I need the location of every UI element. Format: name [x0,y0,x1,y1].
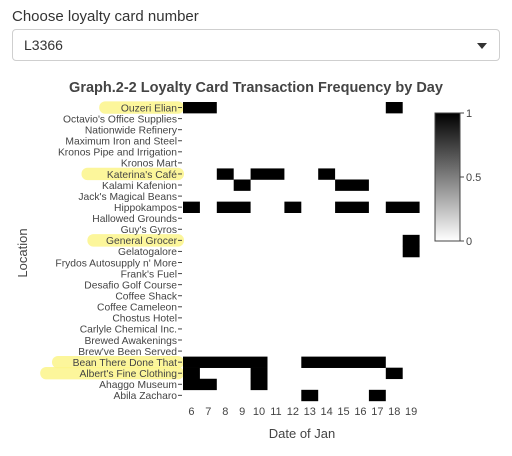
x-tick-label: 16 [354,406,366,418]
x-tick-label: 19 [405,406,417,418]
y-tick-label: Abila Zacharo [113,391,177,402]
colorbar: 00.51 [434,108,481,248]
highlight-23 [52,355,184,369]
x-tick-label: 6 [188,406,194,418]
y-tick-label: Jack's Magical Beans [78,192,177,203]
y-tick-label: Desafio Golf Course [84,280,177,291]
heatmap-cell [402,245,420,258]
heatmap-cell [335,201,369,213]
x-tick-label: 12 [287,406,299,418]
x-tick-label: 10 [253,406,265,418]
x-tick-label: 8 [222,406,228,418]
x-tick-label: 9 [239,406,245,418]
highlight-24 [40,367,185,380]
y-tick-label: Carlyle Chemical Inc. [80,325,177,336]
heatmap-cell [368,389,386,402]
loyalty-card-select[interactable]: L3366 [12,29,500,61]
heatmap-cell [402,234,420,247]
heatmap-cell [183,356,268,368]
x-tick-label: 17 [371,406,383,418]
y-tick-label: Gelatogalore [118,247,177,258]
colorbar-tick-label: 0 [466,236,472,248]
y-tick-label: Hallowed Grounds [92,214,177,225]
x-tick-label: 13 [304,406,316,418]
heatmap-cell [385,102,403,114]
y-tick-label: Bean There Done That [73,358,178,369]
heatmap-cell [385,367,403,380]
heatmap-cell [250,367,268,380]
y-tick-label: Hippokampos [114,203,177,214]
heatmap-cell [216,201,251,213]
heatmap-cell [284,201,302,213]
heatmap-cell [250,378,268,391]
x-tick-labels: 6 7 8 9 10 11 12 13 14 15 16 17 18 19 [188,406,417,418]
highlight-6 [81,167,184,181]
heatmap-cell [301,389,319,402]
chevron-down-icon[interactable] [477,43,487,49]
y-tick-label: Nationwide Refinery [85,125,178,136]
y-tick-label: Katerina's Café [107,170,177,181]
y-tick-label: Octavio's Office Supplies [63,114,177,125]
x-tick-label: 18 [388,406,400,418]
y-axis-label: Location [15,228,30,277]
colorbar-tick-label: 1 [466,108,472,120]
y-tick-label: Ouzeri Elian [121,103,177,114]
heatmap-cell [318,168,336,180]
y-tick-label: Coffee Cameleon [97,303,177,314]
y-tick-label: Brew've Been Served [78,347,177,358]
heatmap-cell [183,102,217,114]
x-tick-label: 14 [321,406,333,418]
heatmap-cells [183,102,420,402]
heatmap-cell [183,367,200,380]
y-tick-label: Guy's Gyros [121,225,177,236]
heatmap-cell [301,356,386,368]
y-tick-label: Maximum Iron and Steel [65,137,177,148]
x-axis-label: Date of Jan [269,426,336,441]
chart-title: Graph.2-2 Loyalty Card Transaction Frequ… [69,80,443,96]
y-tick-label: Coffee Shack [115,292,177,303]
highlight-12 [87,234,184,247]
heatmap-cell [183,201,200,213]
y-tick-label: General Grocer [106,236,178,247]
heatmap-cell [250,168,285,180]
y-tick-label: Kronos Mart [121,159,177,170]
x-tick-label: 15 [337,406,349,418]
y-tick-label: Albert's Fine Clothing [79,369,177,380]
y-tick-label: Frank's Fuel [121,269,177,280]
y-tick-label: Frydos Autosupply n' More [55,258,177,269]
heatmap-cell [183,378,217,391]
selected-card-value: L3366 [24,37,63,53]
x-tick-label: 11 [270,406,281,418]
y-tick-label: Kronos Pipe and Irrigation [58,148,177,159]
heatmap-cell [335,179,369,191]
heatmap-cell [233,179,251,191]
y-tick-label: Ahaggo Museum [99,380,177,391]
colorbar-gradient [434,112,461,242]
x-tick-label: 7 [205,406,211,418]
heatmap-cell [385,201,420,213]
y-tick-label: Brewed Awakenings [84,336,177,347]
y-tick-label: Chostus Hotel [112,314,177,325]
loyalty-card-label: Choose loyalty card number [12,8,199,25]
heatmap-cell [216,168,234,180]
highlight-layer [40,101,185,380]
colorbar-tick-label: 0.5 [466,172,481,184]
y-tick-label: Kalami Kafenion [102,181,177,192]
highlight-0 [99,101,184,114]
